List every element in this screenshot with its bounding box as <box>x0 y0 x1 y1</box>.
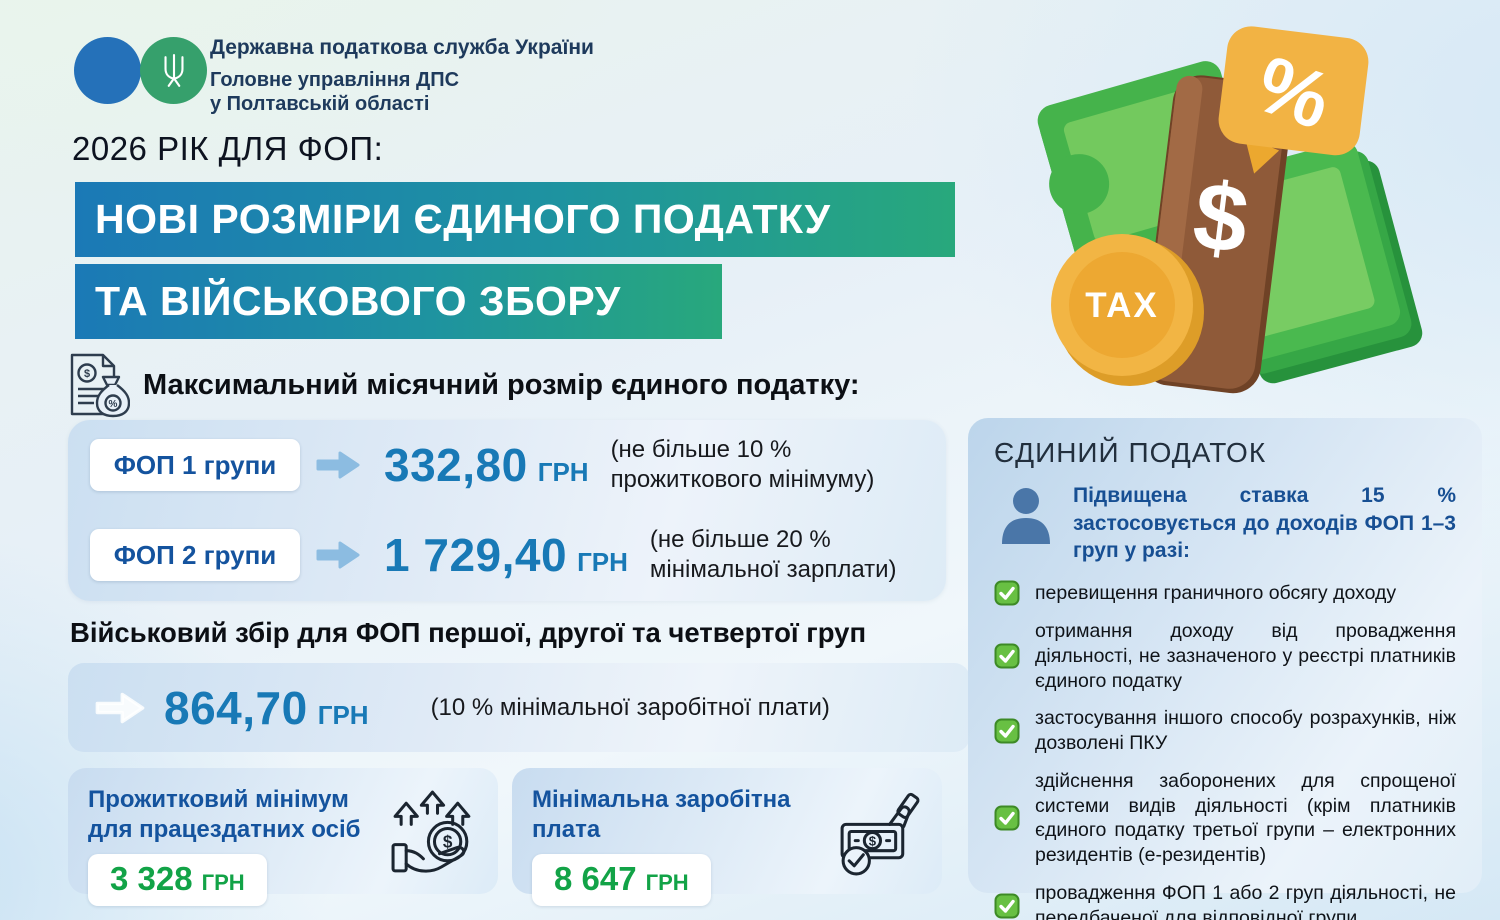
list-item-text: отримання доходу від провадження діяльно… <box>1035 620 1456 692</box>
banknote-hand-check-icon: $ <box>840 792 920 876</box>
max-tax-row-1: ФОП 1 групи 332,80 ГРН (не більше 10 % п… <box>68 420 946 510</box>
org-name-block: Державна податкова служба України Головн… <box>210 36 594 117</box>
military-heading: Військовий збір для ФОП першої, другої т… <box>70 617 867 648</box>
bag-percent-glyph: % <box>109 399 118 410</box>
checkbox-icon <box>994 643 1020 669</box>
panel-intro-text: Підвищена ставка 15 % застосовується до … <box>1073 484 1456 563</box>
checkbox-icon <box>994 718 1020 744</box>
living-wage-card: Прожитковий мінімум для працездатних осі… <box>68 768 498 906</box>
title-banner-2: ТА ВІЙСЬКОВОГО ЗБОРУ <box>75 264 722 339</box>
fop1-currency: ГРН <box>537 457 589 487</box>
arrow-right-icon <box>316 541 360 569</box>
title-banner-1: НОВІ РОЗМІРИ ЄДИНОГО ПОДАТКУ <box>75 182 955 257</box>
max-tax-card: ФОП 1 групи 332,80 ГРН (не більше 10 % п… <box>68 420 946 601</box>
org-line2: Головне управління ДПС <box>210 69 460 91</box>
living-wage-title-line2: для працездатних осіб <box>88 816 361 843</box>
logo-blue-circle <box>74 37 141 104</box>
list-item-text: перевищення граничного обсягу доходу <box>1035 581 1397 604</box>
max-tax-heading: Максимальний місячний розмір єдиного под… <box>143 368 860 401</box>
list-item: провадження ФОП 1 або 2 груп діяльності,… <box>994 881 1456 920</box>
list-item: перевищення граничного обсягу доходу <box>994 580 1456 606</box>
max-tax-row-2: ФОП 2 групи 1 729,40 ГРН (не більше 20 %… <box>68 510 946 600</box>
panel-title: ЄДИНИЙ ПОДАТОК <box>994 437 1267 468</box>
single-tax-panel: ЄДИНИЙ ПОДАТОК Підвищена ставка 15 % зас… <box>968 418 1482 920</box>
military-currency: ГРН <box>317 699 369 730</box>
fop1-note-line1: (не більше 10 % <box>610 435 792 463</box>
living-wage-title: Прожитковий мінімум для працездатних осі… <box>88 785 478 845</box>
fop-group1-label: ФОП 1 групи <box>90 439 300 491</box>
checkbox-icon <box>994 893 1020 919</box>
panel-intro-row: Підвищена ставка 15 % застосовується до … <box>994 482 1456 565</box>
fop1-note-line2: прожиткового мінімуму) <box>610 466 875 493</box>
military-value: 864,70 <box>164 681 308 734</box>
org-line3: у Полтавській області <box>210 93 430 116</box>
living-wage-pill: 3 328 ГРН <box>88 854 267 906</box>
value-group-1: 332,80 ГРН <box>384 438 589 492</box>
checkbox-icon <box>994 580 1020 606</box>
logo-green-circle <box>140 37 207 104</box>
list-item-text: застосування іншого способу розрахунків,… <box>1035 707 1456 755</box>
tax-money-illustration: $ % TAX <box>1037 26 1423 394</box>
fop2-value: 1 729,40 <box>384 529 568 581</box>
panel-check-list: перевищення граничного обсягу доходу отр… <box>994 580 1456 920</box>
min-salary-pill: 8 647 ГРН <box>532 854 711 906</box>
arrow-right-icon <box>316 451 360 479</box>
military-card: 864,70 ГРН (10 % мінімальної заробітної … <box>68 663 970 752</box>
living-wage-title-line1: Прожитковий мінімум <box>88 786 349 813</box>
trident-icon <box>163 53 184 87</box>
org-line1: Державна податкова служба України <box>210 36 594 59</box>
fop1-note: (не більше 10 % прожиткового мінімуму) <box>611 435 875 495</box>
min-salary-title-line1: Мінімальна заробітна <box>532 786 791 813</box>
living-wage-value: 3 328 <box>110 860 193 897</box>
list-item: застосування іншого способу розрахунків,… <box>994 706 1456 756</box>
person-icon <box>1002 488 1050 544</box>
min-salary-title-line2: плата <box>532 816 601 843</box>
fop2-note-line1: (не більше 20 % <box>649 525 831 553</box>
military-value-group: 864,70 ГРН <box>164 681 369 735</box>
min-salary-card: Мінімальна заробітна плата 8 647 ГРН $ <box>512 768 942 906</box>
percent-bubble: % <box>1218 26 1369 174</box>
fop-group2-label: ФОП 2 групи <box>90 529 300 581</box>
min-salary-title: Мінімальна заробітна плата <box>532 785 922 845</box>
tax-coin: TAX <box>1051 234 1204 386</box>
value-group-2: 1 729,40 ГРН <box>384 528 628 582</box>
page-kicker: 2026 РІК ДЛЯ ФОП: <box>72 130 384 167</box>
doc-dollar-glyph: $ <box>84 368 90 380</box>
tax-document-icon: $ % <box>70 353 130 418</box>
min-salary-value: 8 647 <box>554 860 637 897</box>
list-item-text: провадження ФОП 1 або 2 груп діяльності,… <box>1035 881 1456 920</box>
arrow-right-white-icon <box>95 692 145 723</box>
coin-growth-hand-icon: $ <box>391 790 471 873</box>
fop2-note: (не більше 20 % мінімальної зарплати) <box>650 525 897 585</box>
list-item: отримання доходу від провадження діяльно… <box>994 619 1456 693</box>
max-tax-heading-row: $ % Максимальний місячний розмір єдиного… <box>62 350 860 420</box>
fop2-note-line2: мінімальної зарплати) <box>649 556 897 583</box>
living-wage-currency: ГРН <box>201 870 245 895</box>
min-salary-currency: ГРН <box>645 870 689 895</box>
list-item-text: здійснення заборонених для спрощеної сис… <box>1035 769 1456 867</box>
list-item: здійснення заборонених для спрощеної сис… <box>994 769 1456 868</box>
coin-dollar-glyph: $ <box>443 832 453 852</box>
coin-tax-label: TAX <box>1085 286 1158 325</box>
fop2-currency: ГРН <box>577 547 628 577</box>
fop1-value: 332,80 <box>384 439 528 491</box>
note-dollar-glyph: $ <box>869 834 877 849</box>
checkbox-icon <box>994 805 1020 831</box>
strap-dollar-glyph: $ <box>1188 162 1254 275</box>
military-note: (10 % мінімальної заробітної плати) <box>430 693 830 721</box>
